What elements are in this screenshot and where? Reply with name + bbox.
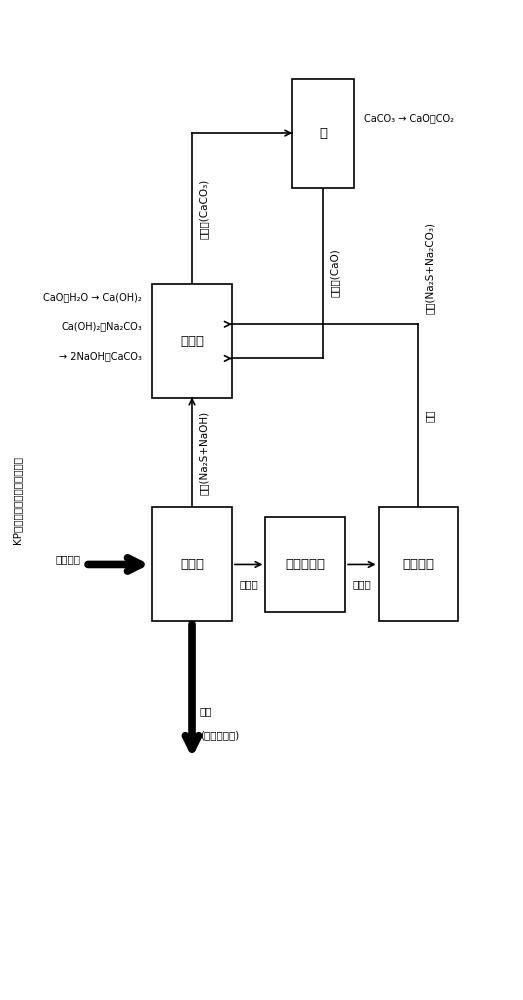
Text: CaO＋H₂O → Ca(OH)₂: CaO＋H₂O → Ca(OH)₂ xyxy=(43,292,142,302)
Text: 稀黒液: 稀黒液 xyxy=(239,579,258,589)
Text: (向清洗步骤): (向清洗步骤) xyxy=(200,731,239,741)
Text: 窑: 窑 xyxy=(319,127,327,140)
Bar xyxy=(265,517,345,612)
Text: 回收锅炉: 回收锅炉 xyxy=(403,558,435,571)
Text: 纸浆: 纸浆 xyxy=(200,706,212,716)
Text: 绿液(Na₂S+Na₂CO₃): 绿液(Na₂S+Na₂CO₃) xyxy=(425,222,435,314)
Bar xyxy=(152,507,232,621)
Text: 蒸解罐: 蒸解罐 xyxy=(180,558,204,571)
Bar xyxy=(152,284,232,398)
Bar xyxy=(292,79,354,188)
Text: KP法的蒸解药液的回收流程图: KP法的蒸解药液的回收流程图 xyxy=(12,456,22,544)
Text: 木材碎屑: 木材碎屑 xyxy=(55,554,80,564)
Text: 生石灰(CaO): 生石灰(CaO) xyxy=(329,249,339,297)
Text: Ca(OH)₂＋Na₂CO₃: Ca(OH)₂＋Na₂CO₃ xyxy=(61,321,142,331)
Text: 白液(Na₂S+NaOH): 白液(Na₂S+NaOH) xyxy=(198,411,208,495)
Text: 泥状物(CaCO₃): 泥状物(CaCO₃) xyxy=(198,179,208,239)
Bar xyxy=(379,507,458,621)
Text: 浓黒液: 浓黒液 xyxy=(353,579,371,589)
Text: 弱液: 弱液 xyxy=(425,410,435,422)
Text: 黒液蒸发器: 黒液蒸发器 xyxy=(285,558,325,571)
Text: → 2NaOH＋CaCO₃: → 2NaOH＋CaCO₃ xyxy=(59,351,142,361)
Text: CaCO₃ → CaO＋CO₂: CaCO₃ → CaO＋CO₂ xyxy=(365,113,454,123)
Text: 苛性化: 苛性化 xyxy=(180,335,204,348)
